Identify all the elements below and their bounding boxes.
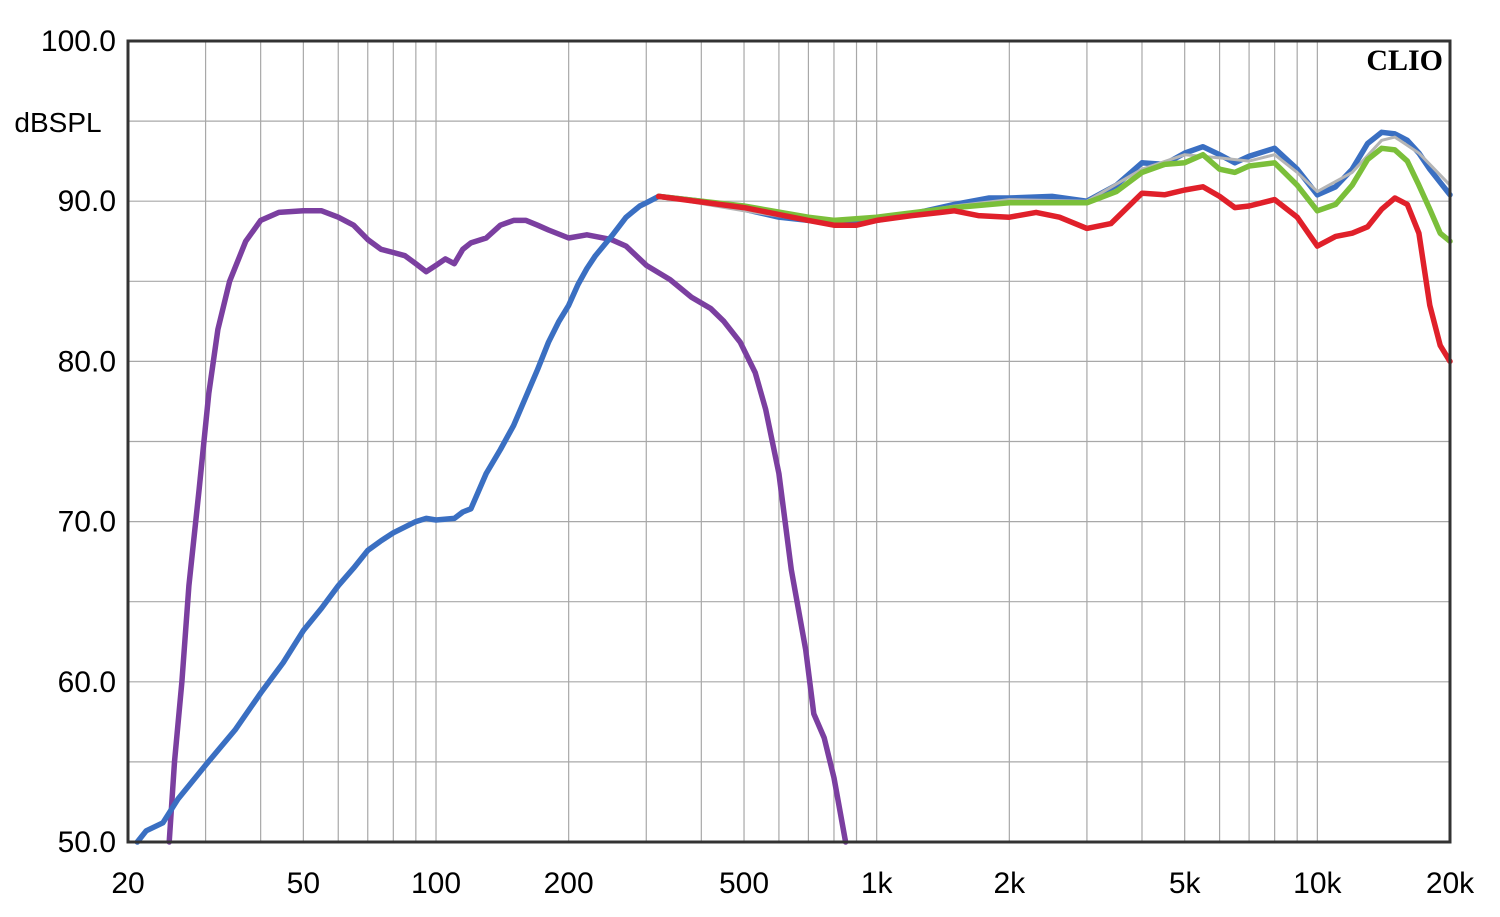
y-tick-label: 70.0 [58,506,116,539]
x-tick-label: 200 [544,867,594,900]
clio-brand-label: CLIO [1366,44,1443,77]
plot-frame [126,39,1452,844]
grid [128,41,1450,842]
series-line-2 [134,193,662,845]
series-line-1 [166,208,849,845]
x-tick-label: 20 [111,867,144,900]
x-tick-label: 500 [719,867,769,900]
y-tick-label: 90.0 [58,185,116,218]
x-tick-label: 5k [1169,867,1202,900]
series-layer [134,129,1453,845]
x-tick-label: 1k [861,867,894,900]
series-line-5 [655,145,1453,245]
y-tick-label: 100.0 [41,25,116,58]
x-tick-label: 20k [1426,867,1475,900]
y-axis-label: dBSPL [14,107,101,138]
x-tick-label: 50 [287,867,320,900]
y-tick-label: 80.0 [58,345,116,378]
y-tick-label: 50.0 [58,826,116,859]
x-tick-label: 100 [411,867,461,900]
x-tick-label: 10k [1293,867,1342,900]
x-tick-label: 2k [993,867,1026,900]
y-axis-tick-labels: 100.0 90.0 80.0 70.0 60.0 50.0 [41,25,116,859]
y-tick-label: 60.0 [58,666,116,699]
x-axis-tick-labels: 20 50 100 200 500 1k 2k 5k 10k 20k [111,867,1475,900]
series-line-6 [655,184,1453,365]
